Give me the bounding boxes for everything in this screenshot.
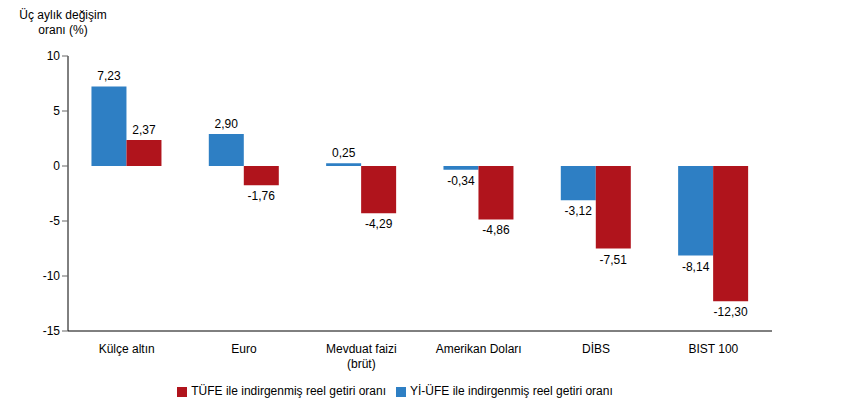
svg-text:5: 5 — [53, 104, 60, 118]
svg-text:-10: -10 — [43, 269, 61, 283]
svg-text:-7,51: -7,51 — [600, 253, 628, 267]
svg-text:Külçe altın: Külçe altın — [99, 342, 155, 356]
svg-text:-15: -15 — [43, 324, 61, 338]
svg-text:2,37: 2,37 — [132, 123, 156, 137]
html-text:Yİ-ÜFE ile indirgenmiş reel ge: Yİ-ÜFE ile indirgenmiş reel getiri oranı — [410, 384, 613, 398]
svg-text:-4,86: -4,86 — [482, 223, 510, 237]
svg-text:-5: -5 — [49, 214, 60, 228]
svg-text:Mevduat faizi(brüt): Mevduat faizi(brüt) — [326, 342, 397, 371]
svg-text:-0,34: -0,34 — [447, 174, 475, 188]
svg-text:-4,29: -4,29 — [365, 217, 393, 231]
svg-text:-12,30: -12,30 — [714, 305, 748, 319]
svg-text:10: 10 — [47, 49, 61, 63]
svg-text:DİBS: DİBS — [582, 342, 610, 356]
html-text:Üç aylık değişim oranı (%): Üç aylık değişim oranı (%) — [19, 8, 107, 37]
svg-text:Amerikan Doları: Amerikan Doları — [436, 342, 522, 356]
svg-text:-3,12: -3,12 — [565, 204, 593, 218]
svg-text:2,90: 2,90 — [215, 117, 239, 131]
svg-text:-1,76: -1,76 — [248, 189, 276, 203]
svg-text:-8,14: -8,14 — [682, 260, 710, 274]
svg-text:0,25: 0,25 — [332, 146, 356, 160]
svg-text:BIST 100: BIST 100 — [688, 342, 738, 356]
svg-text:Euro: Euro — [231, 342, 257, 356]
svg-text:0: 0 — [53, 159, 60, 173]
svg-text:7,23: 7,23 — [97, 69, 121, 83]
html-text:TÜFE ile indirgenmiş reel geti: TÜFE ile indirgenmiş reel getiri oranı — [191, 384, 386, 398]
